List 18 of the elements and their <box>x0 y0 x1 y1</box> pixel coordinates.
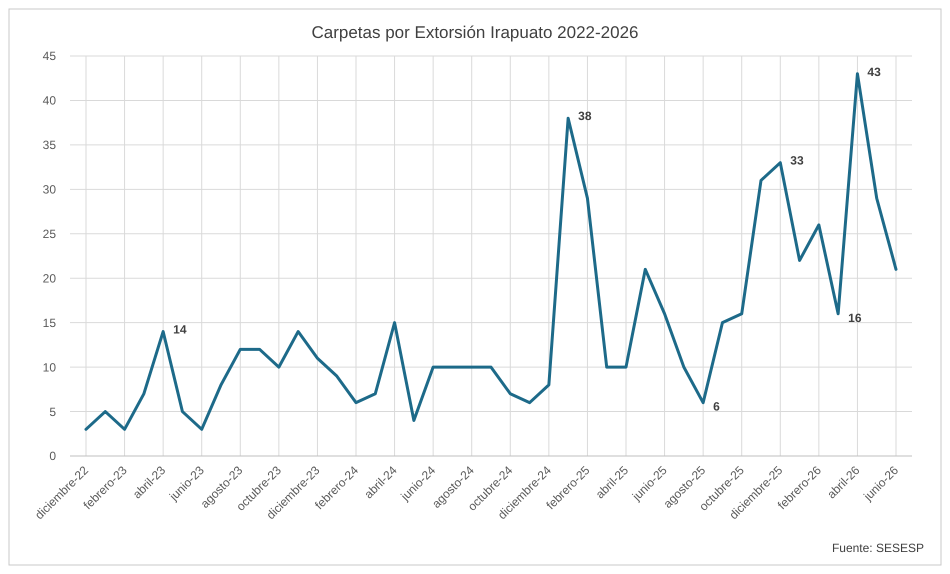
y-tick-label: 5 <box>49 404 56 419</box>
data-label: 33 <box>790 154 804 168</box>
chart-title: Carpetas por Extorsión Irapuato 2022-2026 <box>312 23 638 42</box>
y-tick-label: 40 <box>42 94 56 108</box>
y-tick-label: 45 <box>42 49 56 64</box>
y-tick-label: 35 <box>42 138 56 152</box>
source-note: Fuente: SESESP <box>832 541 924 555</box>
data-label: 16 <box>848 310 862 325</box>
y-tick-label: 0 <box>49 449 56 464</box>
y-tick-label: 25 <box>42 226 56 241</box>
y-tick-label: 30 <box>42 182 56 197</box>
data-label: 6 <box>713 400 720 414</box>
y-tick-label: 20 <box>42 271 56 286</box>
data-label: 38 <box>578 109 592 124</box>
data-label: 43 <box>867 64 882 79</box>
y-tick-label: 15 <box>42 316 56 330</box>
data-label: 14 <box>173 322 187 337</box>
y-tick-label: 10 <box>42 360 56 374</box>
